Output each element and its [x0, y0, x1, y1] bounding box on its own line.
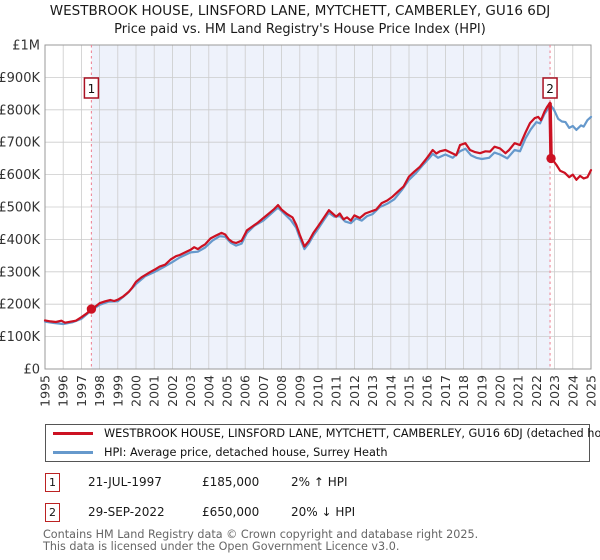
x-tick-label: 1999: [110, 375, 125, 407]
sale-number-box: [83, 77, 100, 99]
x-tick-label: 2019: [474, 375, 489, 407]
footer-line-2: This data is licensed under the Open Gov…: [43, 539, 400, 553]
sale-annotation-row-1: 1 21-JUL-1997 £185,000 2% ↑ HPI: [0, 473, 600, 493]
hpi-line: [43, 104, 593, 326]
sale-annotation-row-2: 2 29-SEP-2022 £650,000 20% ↓ HPI: [0, 503, 600, 523]
x-tick-label: 2006: [238, 375, 253, 407]
y-tick-label: £700K: [0, 136, 40, 151]
x-tick-label: 2021: [511, 375, 526, 407]
x-tick-label: 2000: [129, 375, 144, 407]
footer-line-1: Contains HM Land Registry data © Crown c…: [43, 528, 479, 541]
x-tick-label: 2007: [256, 375, 271, 407]
legend-label: HPI: Average price, detached house, Surr…: [104, 446, 388, 459]
x-tick-label: 2014: [383, 375, 398, 407]
x-tick-label: 2022: [529, 375, 544, 407]
y-tick-label: £300K: [0, 265, 40, 280]
sale-1-date: 21-JUL-1997: [88, 475, 162, 489]
x-tick-label: 1997: [74, 375, 89, 407]
legend: WESTBROOK HOUSE, LINSFORD LANE, MYTCHETT…: [45, 424, 600, 462]
sale-number-label: 1: [88, 82, 96, 96]
sale-point-marker: [86, 304, 97, 314]
x-tick-label: 2001: [147, 375, 162, 407]
legend-item-price-paid: WESTBROOK HOUSE, LINSFORD LANE, MYTCHETT…: [53, 426, 600, 442]
sale-point-marker: [546, 153, 556, 164]
y-tick-label: £500K: [0, 201, 40, 216]
x-tick-label: 2013: [365, 375, 380, 407]
price-line-swatch: [53, 432, 93, 435]
y-tick-label: £0: [23, 363, 40, 378]
x-tick-label: 2023: [547, 375, 562, 407]
y-tick-label: £100K: [0, 330, 40, 345]
sale-number-label: 2: [546, 82, 554, 96]
x-tick-label: 2020: [493, 375, 508, 407]
x-tick-label: 2018: [456, 375, 471, 407]
hpi-line-swatch: [53, 451, 93, 454]
legend-item-hpi: HPI: Average price, detached house, Surr…: [53, 445, 589, 461]
sale-1-hpi-delta: 2% ↑ HPI: [291, 475, 348, 489]
sale-2-badge: 2: [45, 503, 60, 522]
sale-1-badge: 1: [45, 473, 60, 492]
x-tick-label: 2024: [565, 375, 580, 407]
x-tick-label: 2025: [584, 375, 599, 407]
sale-1-price: £185,000: [202, 475, 260, 489]
y-tick-label: £600K: [0, 168, 40, 183]
x-tick-label: 2011: [329, 375, 344, 407]
chart-title: WESTBROOK HOUSE, LINSFORD LANE, MYTCHETT…: [49, 3, 551, 19]
x-tick-label: 2016: [420, 375, 435, 407]
legend-label: WESTBROOK HOUSE, LINSFORD LANE, MYTCHETT…: [104, 427, 600, 440]
sale-number-box: [542, 77, 558, 99]
x-tick-label: 2005: [220, 375, 235, 407]
chart-subtitle: Price paid vs. HM Land Registry's House …: [114, 22, 486, 37]
plot-border: [44, 44, 592, 370]
x-tick-label: 2012: [347, 375, 362, 407]
license-footer: Contains HM Land Registry data © Crown c…: [43, 529, 478, 552]
sale-2-date: 29-SEP-2022: [88, 505, 165, 519]
x-tick-label: 2010: [311, 375, 326, 407]
y-tick-label: £1M: [12, 39, 40, 54]
sale-drop-connector: [548, 102, 553, 159]
sale-2-price: £650,000: [202, 505, 260, 519]
x-tick-label: 2004: [201, 375, 216, 407]
x-tick-label: 1996: [56, 375, 71, 407]
y-tick-label: £400K: [0, 233, 40, 248]
x-tick-label: 1995: [38, 375, 53, 407]
y-tick-label: £900K: [0, 71, 40, 86]
y-tick-label: £800K: [0, 103, 40, 118]
x-tick-label: 2002: [165, 375, 180, 407]
x-tick-label: 1998: [92, 375, 107, 407]
x-tick-label: 2015: [402, 375, 417, 407]
x-tick-label: 2009: [292, 375, 307, 407]
x-tick-label: 2008: [274, 375, 289, 407]
price-chart: 1 2 £0 £100K £200K £300K £400K £500K £600K £700K £…: [0, 39, 599, 407]
x-tick-label: 2003: [183, 375, 198, 407]
y-tick-label: £200K: [0, 298, 40, 313]
sale-2-hpi-delta: 20% ↓ HPI: [291, 505, 356, 519]
x-tick-label: 2017: [438, 375, 453, 407]
price-paid-line: [43, 101, 593, 324]
